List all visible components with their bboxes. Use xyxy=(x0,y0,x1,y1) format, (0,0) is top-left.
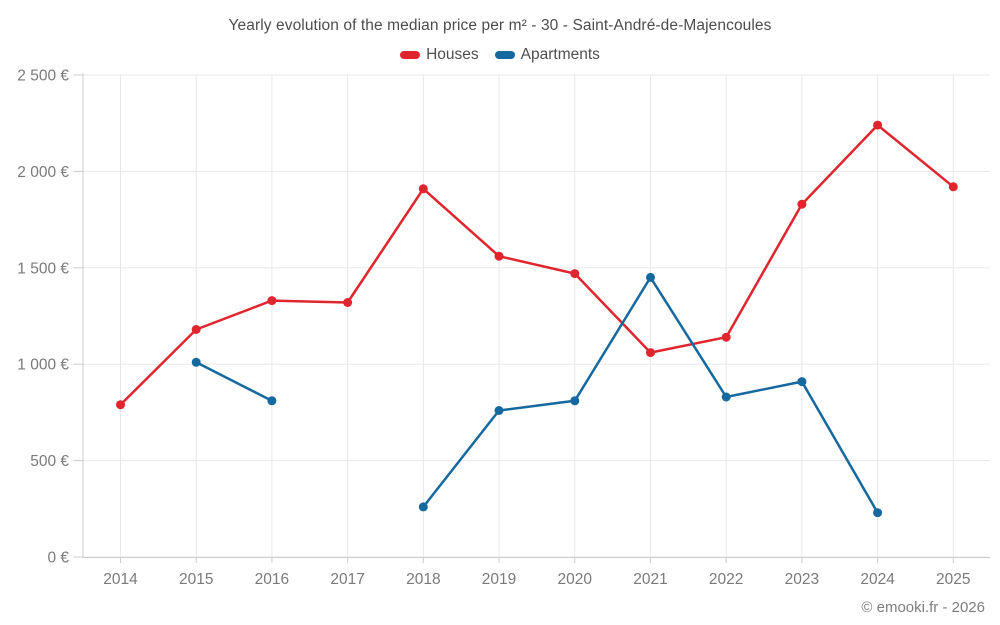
data-point-houses-2015[interactable] xyxy=(191,325,201,334)
data-point-houses-2024[interactable] xyxy=(873,120,883,130)
y-axis-label: 2 500 € xyxy=(17,68,69,85)
x-axis-label: 2019 xyxy=(482,571,516,588)
data-point-houses-2019[interactable] xyxy=(494,251,504,261)
x-axis-label: 2023 xyxy=(785,571,819,588)
data-point-houses-2017[interactable] xyxy=(343,298,353,307)
x-axis-label: 2025 xyxy=(936,571,970,588)
series-line-apartments xyxy=(194,361,274,403)
data-point-apartments-2022[interactable] xyxy=(721,392,731,402)
y-axis-label: 500 € xyxy=(30,453,69,470)
y-axis-label: 1 000 € xyxy=(17,357,69,374)
series-houses xyxy=(116,120,958,410)
data-point-apartments-2016[interactable] xyxy=(267,396,277,406)
x-axis-label: 2021 xyxy=(633,571,667,588)
legend-swatch-apartments xyxy=(494,51,515,59)
x-axis-label: 2024 xyxy=(860,571,895,588)
x-axis-label: 2016 xyxy=(255,571,289,588)
x-axis-label: 2020 xyxy=(558,571,593,588)
data-point-houses-2021[interactable] xyxy=(646,348,655,358)
x-axis-label: 2017 xyxy=(330,571,364,588)
legend-label-apartments: Apartments xyxy=(520,46,600,63)
y-axis-label: 1 500 € xyxy=(17,260,69,277)
chart-title: Yearly evolution of the median price per… xyxy=(228,17,772,34)
legend-swatch-houses xyxy=(400,51,421,59)
data-point-apartments-2024[interactable] xyxy=(873,508,883,518)
data-point-apartments-2023[interactable] xyxy=(797,377,807,387)
legend-item-apartments[interactable]: Apartments xyxy=(494,46,600,64)
x-axis-label: 2015 xyxy=(179,571,213,588)
data-point-apartments-2019[interactable] xyxy=(494,406,504,415)
data-point-houses-2022[interactable] xyxy=(721,332,731,342)
legend-label-houses: Houses xyxy=(426,46,479,63)
data-point-apartments-2020[interactable] xyxy=(570,396,580,406)
data-point-houses-2023[interactable] xyxy=(797,199,807,209)
data-point-houses-2016[interactable] xyxy=(267,296,277,306)
copyright-text: © emooki.fr - 2026 xyxy=(861,599,985,616)
data-point-houses-2025[interactable] xyxy=(948,182,958,192)
data-point-apartments-2021[interactable] xyxy=(646,272,655,282)
y-axis-label: 2 000 € xyxy=(17,164,69,181)
series-line-houses xyxy=(119,123,955,406)
series-apartments xyxy=(191,272,883,518)
x-axis-label: 2014 xyxy=(103,571,138,588)
data-point-houses-2018[interactable] xyxy=(418,184,428,194)
data-point-houses-2020[interactable] xyxy=(570,269,580,279)
legend-item-houses[interactable]: Houses xyxy=(400,46,479,64)
x-axis-label: 2018 xyxy=(406,571,440,588)
data-point-apartments-2018[interactable] xyxy=(418,502,428,512)
data-point-apartments-2015[interactable] xyxy=(191,357,201,367)
x-axis-label: 2022 xyxy=(709,571,743,588)
chart-legend: Houses Apartments xyxy=(0,46,1000,64)
data-point-houses-2014[interactable] xyxy=(116,400,125,410)
y-axis-label: 0 € xyxy=(47,550,69,567)
